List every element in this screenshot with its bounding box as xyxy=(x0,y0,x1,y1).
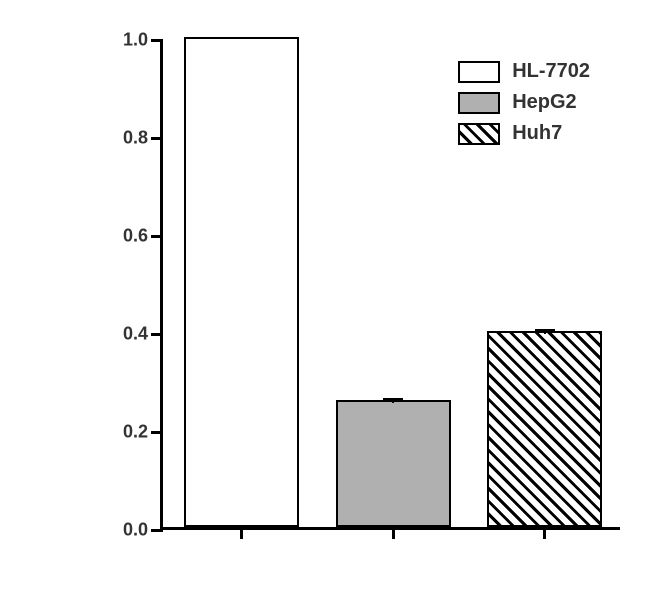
legend-label: HepG2 xyxy=(512,91,576,114)
y-tick xyxy=(151,39,163,42)
bar-Huh7 xyxy=(487,331,602,527)
legend-item: HL-7702 xyxy=(458,60,590,83)
legend-swatch-1 xyxy=(458,92,500,114)
legend: HL-7702 HepG2 Huh7 xyxy=(458,60,590,153)
bar-HL-7702 xyxy=(184,37,299,527)
legend-item: HepG2 xyxy=(458,91,590,114)
x-tick xyxy=(240,527,243,539)
y-tick xyxy=(151,333,163,336)
legend-item: Huh7 xyxy=(458,122,590,145)
y-tick-label: 0.4 xyxy=(108,324,148,345)
x-tick xyxy=(543,527,546,539)
y-tick xyxy=(151,137,163,140)
plot-area: HL-7702 HepG2 Huh7 0.00.20.40.60.81.0 xyxy=(160,40,620,530)
bar-chart-container: ENSG00000248884 的相对表达量 HL-7702 HepG2 Huh… xyxy=(90,40,630,560)
legend-swatch-0 xyxy=(458,61,500,83)
legend-label: Huh7 xyxy=(512,122,562,145)
legend-swatch-2 xyxy=(458,123,500,145)
error-cap xyxy=(383,398,403,400)
y-tick-label: 0.2 xyxy=(108,422,148,443)
y-tick-label: 0.0 xyxy=(108,520,148,541)
bar-HepG2 xyxy=(336,400,451,527)
x-tick xyxy=(392,527,395,539)
error-cap xyxy=(535,329,555,331)
y-tick-label: 1.0 xyxy=(108,30,148,51)
legend-label: HL-7702 xyxy=(512,60,590,83)
y-tick xyxy=(151,529,163,532)
y-tick-label: 0.8 xyxy=(108,128,148,149)
y-tick-label: 0.6 xyxy=(108,226,148,247)
y-tick xyxy=(151,431,163,434)
y-tick xyxy=(151,235,163,238)
